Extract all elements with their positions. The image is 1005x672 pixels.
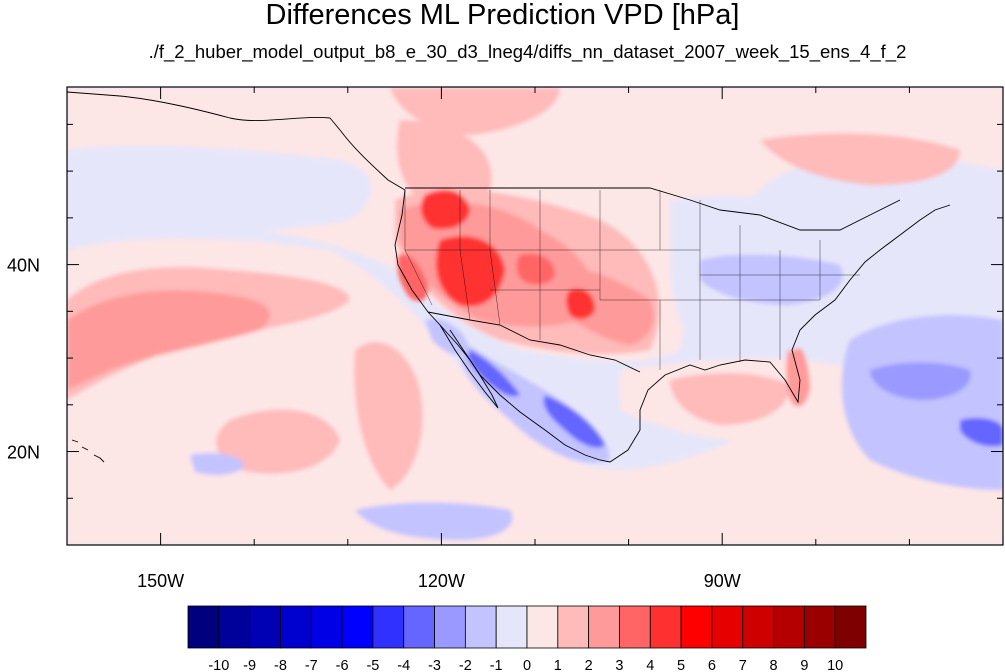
colorbar-swatch bbox=[372, 605, 405, 649]
strong-red-new-mexico bbox=[566, 288, 595, 320]
colorbar-label: 0 bbox=[523, 658, 531, 672]
colorbar-label: -8 bbox=[274, 658, 287, 672]
pink-gulf-of-alaska bbox=[397, 120, 492, 205]
light-blue-atlantic bbox=[858, 203, 1003, 320]
blue-sargasso-sea bbox=[841, 315, 1003, 490]
colorbar-label: -7 bbox=[305, 658, 318, 672]
colorbar-label: -6 bbox=[336, 658, 349, 672]
dark-blue-atlantic-core bbox=[870, 362, 971, 400]
colorbar-label: 9 bbox=[800, 658, 808, 672]
colorbar-label: -5 bbox=[366, 658, 379, 672]
colorbar-swatch bbox=[280, 605, 312, 649]
colorbar-swatch bbox=[834, 605, 867, 649]
us-mexico-border bbox=[427, 311, 641, 373]
blue-central-pacific-south bbox=[190, 453, 245, 476]
plot-subtitle: ./f_2_huber_model_output_b8_e_30_d3_lneg… bbox=[148, 41, 907, 62]
colorbar-label: 3 bbox=[615, 658, 623, 672]
colorbar-swatch bbox=[249, 605, 281, 649]
colorbar-label: 10 bbox=[827, 658, 843, 672]
dark-blue-mexico-mountains bbox=[468, 350, 520, 397]
colorbar-swatch bbox=[680, 605, 713, 649]
colorbar-swatch bbox=[588, 605, 620, 649]
x-tick-label: 150W bbox=[137, 571, 184, 591]
colorbar: -10 -9 -8 -7 -6 -5 -4 -3 -2 -1 0 1 2 3 4 5 6 7 8 9 10 bbox=[187, 605, 867, 672]
colorbar-label: -4 bbox=[397, 658, 410, 672]
difference-contours bbox=[67, 88, 1003, 545]
colorbar-swatch bbox=[434, 605, 466, 649]
colorbar-label: 4 bbox=[646, 658, 654, 672]
colorbar-label: -1 bbox=[490, 658, 503, 672]
pink-west-pacific-tongue bbox=[354, 342, 423, 490]
x-tick-label: 90W bbox=[704, 571, 741, 591]
colorbar-swatch bbox=[619, 605, 651, 649]
colorbar-swatch bbox=[187, 605, 220, 649]
colorbar-swatch bbox=[403, 605, 435, 649]
colorbar-label: 8 bbox=[770, 658, 778, 672]
strong-red-california bbox=[397, 254, 429, 302]
plot-title: Differences ML Prediction VPD [hPa] bbox=[265, 0, 740, 31]
dark-blue-sierra-madre bbox=[543, 395, 605, 448]
state-boundaries bbox=[404, 190, 860, 370]
colorbar-label: 5 bbox=[677, 658, 685, 672]
colorbar-swatch bbox=[773, 605, 805, 649]
colorbar-label: 6 bbox=[708, 658, 716, 672]
colorbar-label: -10 bbox=[208, 658, 229, 672]
colorbar-swatch bbox=[557, 605, 590, 649]
y-tick-label: 20N bbox=[7, 443, 40, 463]
colorbar-label: -3 bbox=[428, 658, 441, 672]
x-tick-label: 120W bbox=[418, 571, 465, 591]
colorbar-label: 7 bbox=[739, 658, 747, 672]
red-southern-plains bbox=[540, 267, 654, 345]
pink-gulf-mexico-north bbox=[670, 373, 790, 425]
dark-blue-atlantic-east bbox=[960, 418, 1003, 447]
colorbar-label: 2 bbox=[585, 658, 593, 672]
colorbar-swatch bbox=[495, 605, 528, 649]
baja-peninsula bbox=[439, 324, 499, 409]
map-ticks: 150W 120W 90W 40N 20N bbox=[7, 87, 1004, 591]
strong-red-colorado bbox=[516, 253, 555, 285]
colorbar-swatch bbox=[742, 605, 774, 649]
colorbar-label: -2 bbox=[459, 658, 472, 672]
y-tick-label: 40N bbox=[7, 256, 40, 276]
colorbar-swatch bbox=[218, 605, 251, 649]
blue-ohio-valley bbox=[700, 254, 843, 305]
blue-southern-pacific bbox=[355, 502, 513, 540]
pink-hawaii-region bbox=[216, 409, 340, 474]
colorbar-swatch bbox=[526, 605, 559, 649]
colorbar-label: -9 bbox=[243, 658, 256, 672]
light-blue-north-pacific bbox=[67, 145, 372, 240]
map-plot-area bbox=[67, 87, 1003, 545]
strong-red-oregon bbox=[420, 190, 470, 230]
colorbar-swatch bbox=[803, 605, 836, 649]
colorbar-swatch bbox=[464, 605, 497, 649]
colorbar-swatch bbox=[649, 605, 682, 649]
hawaii-islands bbox=[71, 439, 105, 463]
colorbar-swatch bbox=[711, 605, 744, 649]
pink-north-pacific-bands bbox=[390, 88, 560, 135]
red-central-pacific-core bbox=[67, 290, 270, 390]
strong-red-nevada bbox=[436, 236, 505, 307]
colorbar-swatch bbox=[310, 605, 343, 649]
pink-north-atlantic bbox=[760, 133, 960, 185]
colorbar-swatch bbox=[341, 605, 374, 649]
colorbar-label: 1 bbox=[554, 658, 562, 672]
us-canada-border bbox=[405, 187, 901, 231]
